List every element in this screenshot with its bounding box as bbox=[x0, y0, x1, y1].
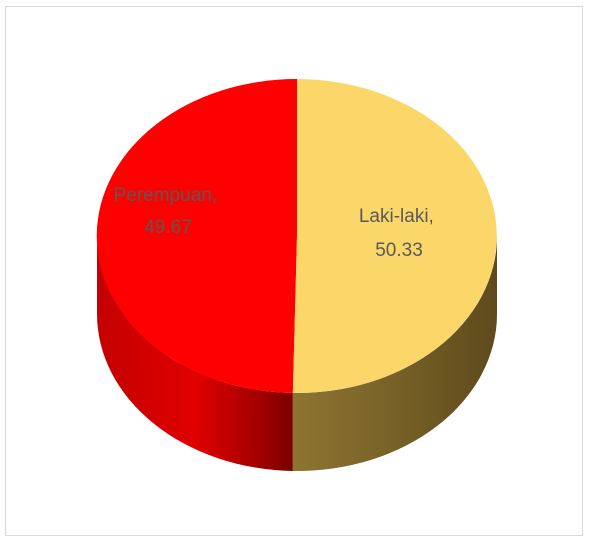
data-label-laki-laki: Laki-laki, 50.33 bbox=[359, 206, 439, 261]
slice-perempuan bbox=[96, 78, 297, 393]
data-label-perempuan: Perempuan, 49.67 bbox=[114, 185, 223, 238]
slice-side-laki-laki bbox=[292, 236, 497, 472]
slice-laki-laki bbox=[292, 79, 497, 393]
slice-side-perempuan bbox=[96, 236, 293, 471]
